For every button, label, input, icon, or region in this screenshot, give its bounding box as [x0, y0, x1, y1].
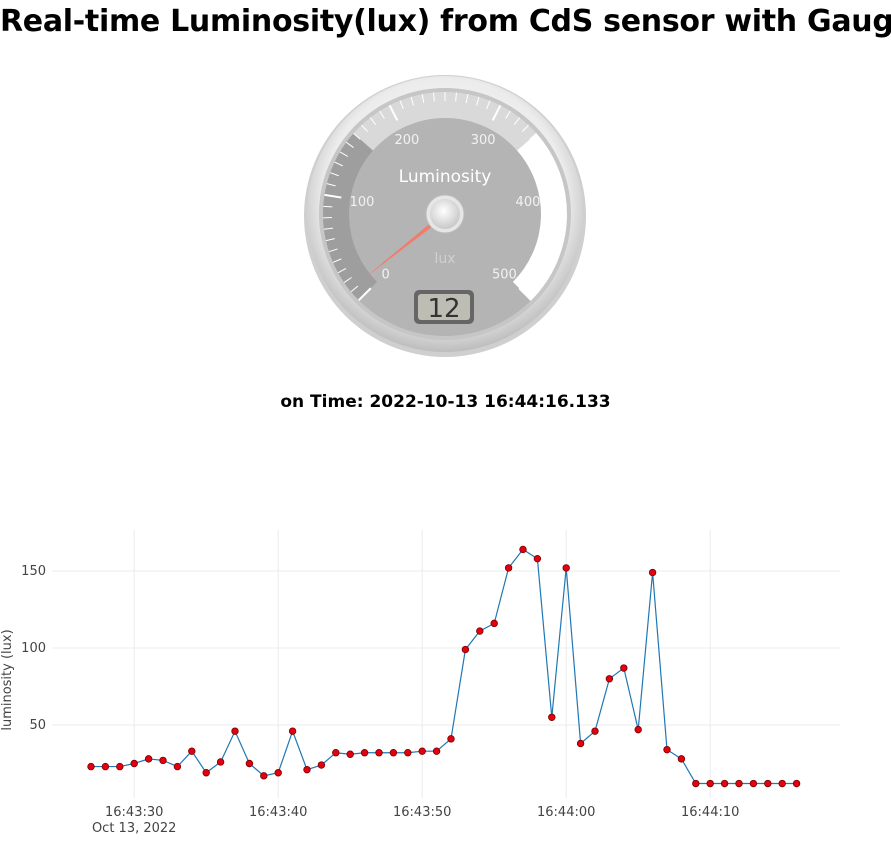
chart-point [318, 762, 325, 769]
chart-point [649, 569, 656, 576]
chart-point [419, 748, 426, 755]
chart-grid [52, 530, 840, 798]
chart-point [793, 780, 800, 787]
gauge-tick-label: 300 [471, 133, 496, 148]
chart-points [88, 546, 800, 787]
chart-point [477, 628, 484, 635]
chart-point [117, 763, 124, 770]
chart-point [333, 749, 340, 756]
gauge-tick-label: 200 [394, 133, 419, 148]
chart-point [433, 748, 440, 755]
chart-point [347, 751, 354, 758]
chart-point [621, 665, 628, 672]
chart-point [246, 760, 253, 767]
chart-series-line [91, 549, 797, 783]
chart-point [261, 773, 268, 780]
chart-point [390, 749, 397, 756]
chart-point [534, 555, 541, 562]
chart-point [707, 780, 714, 787]
chart-point [563, 565, 570, 572]
chart-point [174, 763, 181, 770]
page-title: Real-time Luminosity(lux) from CdS senso… [0, 4, 891, 39]
chart-point [779, 780, 786, 787]
gauge-tick-label: 100 [350, 195, 375, 210]
gauge-tick-label: 400 [516, 195, 541, 210]
luminosity-gauge: 0 100 200 300 400 500 Luminosity lux 12 [300, 74, 590, 364]
gauge-value: 12 [427, 294, 460, 324]
gauge-tick-label: 500 [492, 267, 517, 282]
time-line: on Time: 2022-10-13 16:44:16.133 [0, 392, 891, 412]
chart-point [721, 780, 728, 787]
chart-point [549, 714, 556, 721]
chart-point [304, 766, 311, 773]
gauge-tick-label: 0 [381, 267, 389, 282]
chart-y-tick-label: 50 [29, 718, 46, 733]
gauge-units: lux [434, 251, 455, 267]
chart-y-tick-label: 100 [21, 641, 46, 656]
chart-point [289, 728, 296, 735]
chart-point [131, 760, 138, 767]
chart-point [606, 676, 613, 683]
chart-point [678, 756, 685, 763]
time-value: 2022-10-13 16:44:16.133 [369, 392, 610, 412]
chart-point [750, 780, 757, 787]
chart-point [693, 780, 700, 787]
chart-point [592, 728, 599, 735]
chart-point [462, 646, 469, 653]
chart-point [491, 620, 498, 627]
chart-point [203, 769, 210, 776]
chart-point [160, 757, 167, 764]
chart-point [736, 780, 743, 787]
chart-point [635, 726, 642, 733]
chart-x-tick-sublabel: Oct 13, 2022 [92, 821, 177, 836]
chart-y-tick-label: 150 [21, 564, 46, 579]
gauge-svg: 0 100 200 300 400 500 Luminosity lux 12 [300, 74, 590, 364]
chart-point [88, 763, 95, 770]
chart-series [91, 549, 797, 783]
time-prefix: on Time: [280, 392, 363, 412]
chart-point [217, 759, 224, 766]
gauge-tick [323, 206, 332, 207]
chart-point [520, 546, 527, 553]
chart-point [664, 746, 671, 753]
chart-point [405, 749, 412, 756]
chart-point [361, 749, 368, 756]
chart-point [765, 780, 772, 787]
gauge-tick [558, 206, 567, 207]
chart-point [145, 756, 152, 763]
gauge-title: Luminosity [399, 167, 492, 187]
chart-point [275, 769, 282, 776]
chart-point [376, 749, 383, 756]
chart-point [577, 740, 584, 747]
chart-point [102, 763, 109, 770]
chart-point [232, 728, 239, 735]
chart-point [505, 565, 512, 572]
chart-x-tick-label: 16:43:30 [105, 805, 163, 820]
chart-x-tick-label: 16:44:00 [537, 805, 595, 820]
chart-x-tick-label: 16:43:40 [249, 805, 307, 820]
chart-x-tick-label: 16:43:50 [393, 805, 451, 820]
chart-point [189, 748, 196, 755]
chart-y-ticks: 50 100 150 [21, 564, 46, 733]
chart-point [448, 736, 455, 743]
chart-y-axis-label: luminosity (lux) [0, 629, 15, 730]
chart-x-tick-label: 16:44:10 [681, 805, 739, 820]
gauge-hub-cap [430, 199, 460, 229]
